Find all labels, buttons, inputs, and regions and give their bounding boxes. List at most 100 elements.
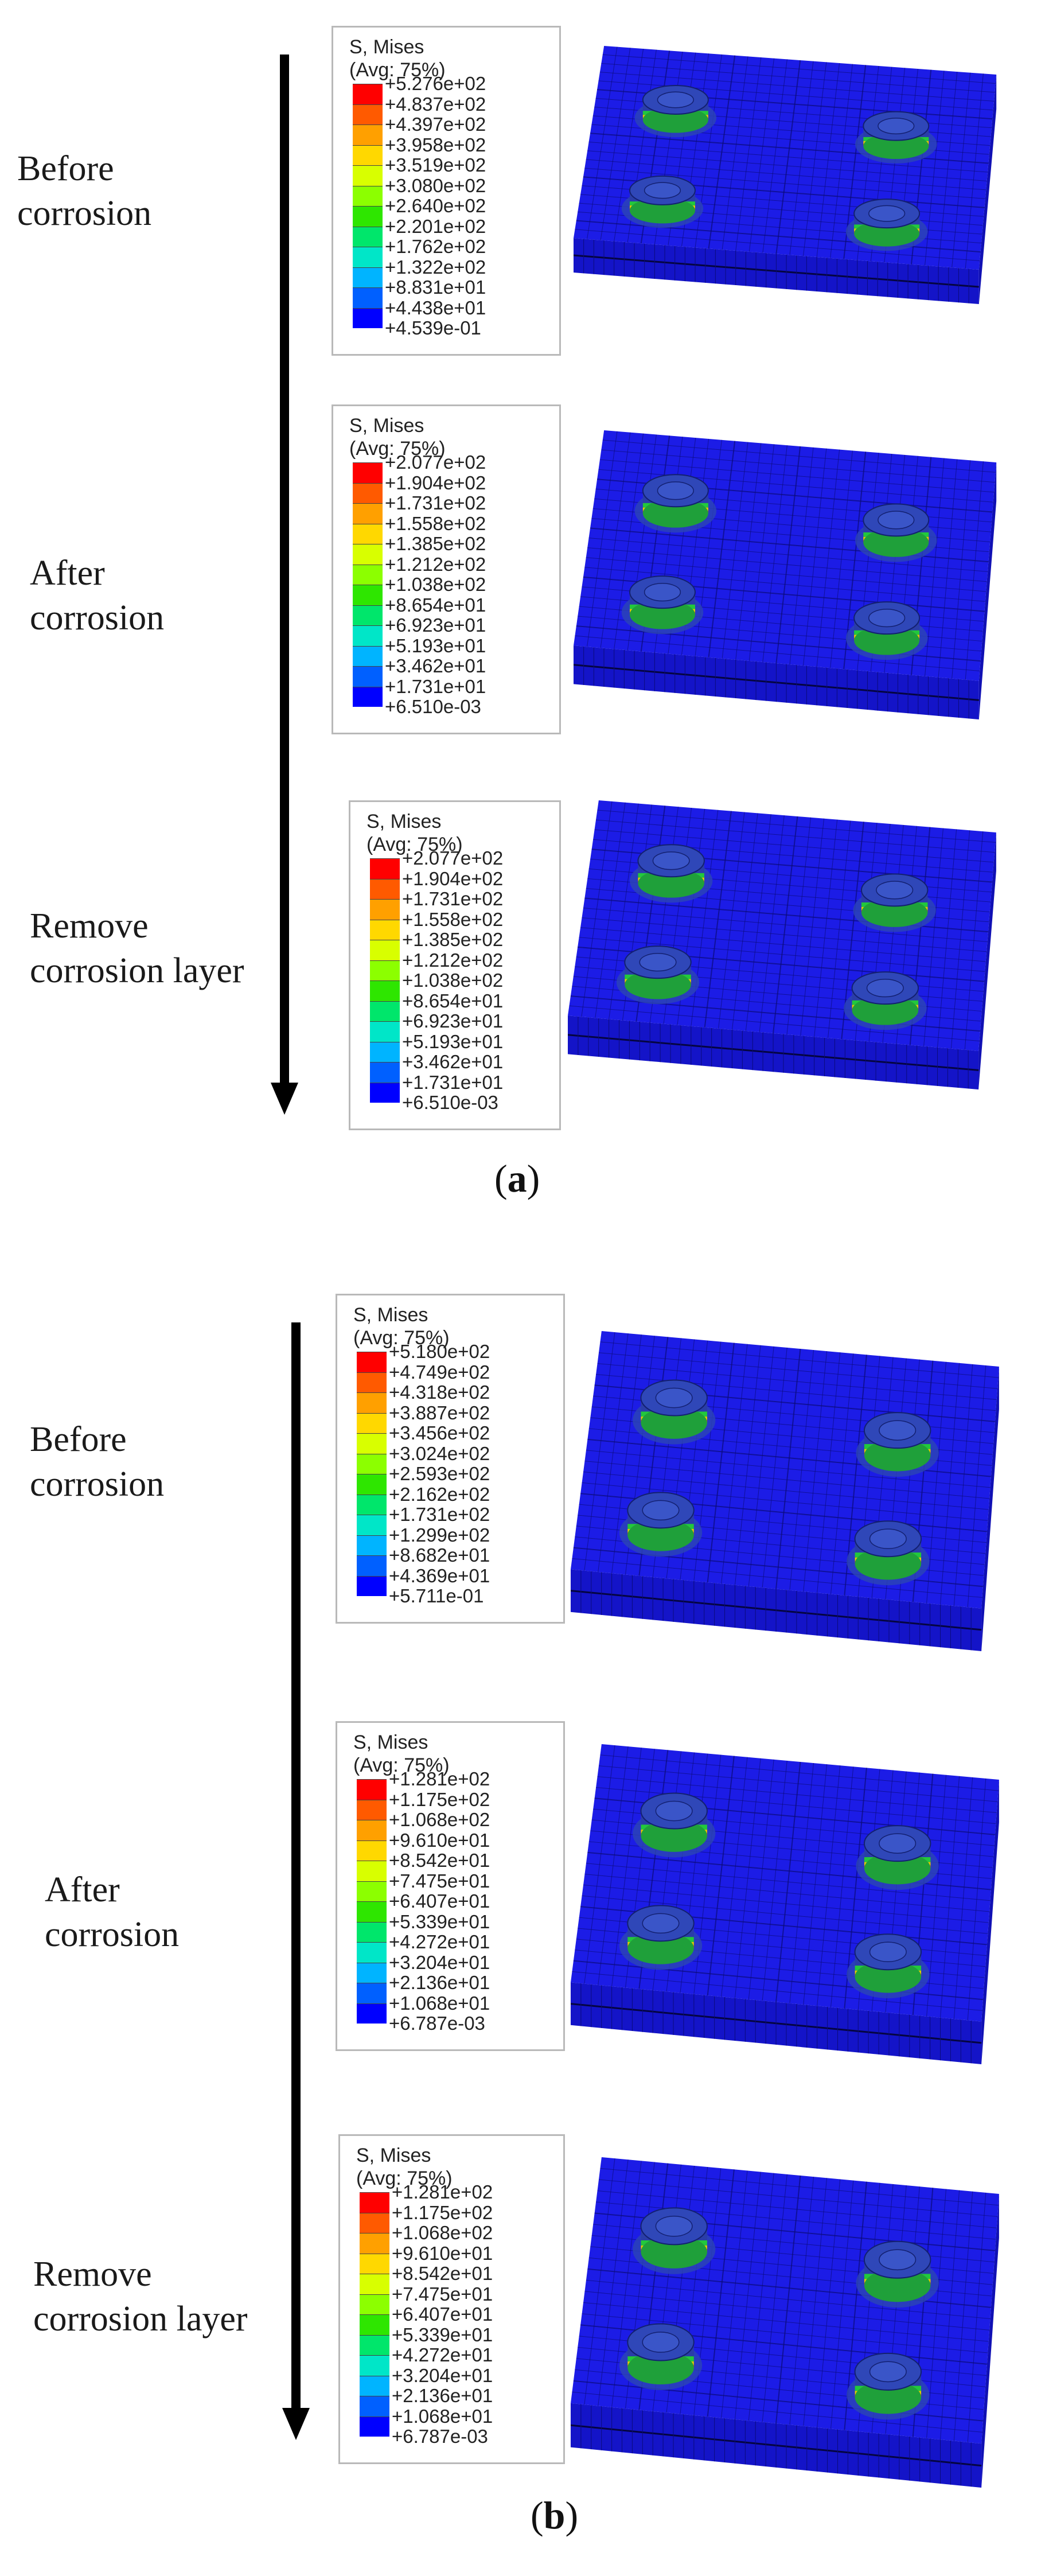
legend-tick-label: +3.204e+01 [392, 2364, 493, 2386]
stage-label: After corrosion [45, 1867, 179, 1957]
legend-tick-label: +3.456e+02 [389, 1422, 490, 1443]
legend-color-swatch [357, 1820, 387, 1840]
legend-tick-label: +1.904e+02 [402, 867, 504, 889]
legend-tick-label: +1.068e+02 [389, 1809, 490, 1830]
legend-color-swatch [353, 206, 383, 227]
stage-label-line: corrosion [45, 1915, 180, 1954]
bolt-head-inner [876, 881, 914, 900]
stage-label-line: corrosion [30, 1465, 165, 1504]
legend-tick-label: +6.407e+01 [392, 2303, 493, 2325]
mesh-line [597, 1363, 997, 1400]
stage-label-line: Before [30, 1420, 127, 1459]
legend-color-swatch [360, 2233, 389, 2254]
mesh-line [587, 547, 987, 582]
legend-tick-label: +1.281e+02 [389, 1768, 490, 1789]
legend-tick-label: +8.542e+01 [389, 1850, 490, 1871]
legend-tick-label: +4.749e+02 [389, 1361, 490, 1383]
mesh-line [572, 2391, 982, 2433]
legend-tick-label: +1.731e+02 [389, 1504, 490, 1525]
legend-color-swatch [357, 1983, 387, 2003]
legend-title: S, Mises (Avg: 75%) [366, 810, 463, 856]
mesh-line [599, 72, 995, 102]
legend-tick-label: +6.510e-03 [402, 1092, 498, 1113]
bolt-base [642, 107, 708, 133]
legend-color-swatch [357, 1779, 387, 1800]
legend-tick-label: +7.475e+01 [389, 1870, 490, 1892]
legend-tick-label: +4.272e+01 [389, 1931, 490, 1952]
mesh-line [576, 220, 981, 253]
stress-legend: S, Mises (Avg: 75%) +5.276e+02 +4.837e+02 +4… [332, 26, 561, 356]
mesh-line [599, 459, 995, 493]
legend-color-swatch [357, 1921, 387, 1942]
stage-label-line: corrosion [30, 598, 165, 637]
bolt-head-inner [868, 205, 906, 222]
stage-label-line: After [30, 554, 105, 593]
legend-color-swatch [370, 1082, 400, 1103]
legend-color-swatch [370, 1062, 400, 1083]
legend-color-swatch [357, 2003, 387, 2024]
legend-color-swatch [357, 1962, 387, 1983]
mesh-line [600, 1754, 999, 1791]
bolt-head-inner [657, 91, 694, 108]
fe-model-view [570, 1744, 1012, 2100]
caption-paren: ) [565, 2493, 579, 2537]
legend-color-swatch [353, 564, 383, 585]
stage-label: Remove corrosion layer [30, 904, 244, 993]
legend-title-line: (Avg: 75%) [349, 59, 446, 81]
mesh-line [601, 63, 995, 93]
legend-color-swatch [357, 1881, 387, 1901]
legend-color-swatch [370, 899, 400, 920]
legend-color-swatch [370, 1021, 400, 1042]
bolt-base [855, 2380, 922, 2414]
legend-color-swatch [360, 2212, 389, 2233]
bolt-base [641, 2235, 707, 2268]
legend-color-swatch [353, 605, 383, 625]
legend-tick-label: +2.162e+02 [389, 1483, 490, 1505]
legend-color-swatch [360, 2355, 389, 2376]
plate-side-face [981, 2194, 999, 2488]
legend-color-swatch [353, 84, 383, 104]
mesh-line [597, 1776, 997, 1813]
legend-color-swatch [360, 2396, 389, 2417]
legend-tick-label: +8.682e+01 [389, 1544, 490, 1566]
mesh-line [584, 567, 985, 602]
mesh-line [584, 1874, 990, 1912]
mesh-line [575, 635, 980, 671]
mesh-line [573, 1547, 983, 1587]
legend-color-swatch [353, 124, 383, 145]
legend-tick-label: +4.837e+02 [385, 93, 486, 115]
legend-tick-label: +5.711e-01 [389, 1585, 484, 1606]
legend-color-swatch [353, 185, 383, 206]
legend-tick-label: +6.787e-03 [389, 2013, 485, 2034]
mesh-line [588, 142, 988, 173]
legend-color-swatch [370, 1001, 400, 1021]
stage-label-line: Remove [33, 2255, 152, 2294]
mesh-line [586, 2279, 991, 2320]
mesh-line [583, 908, 988, 942]
stage-label: Remove corrosion layer [33, 2252, 248, 2341]
bolt-base [863, 528, 929, 557]
process-arrow-shaft [291, 1322, 301, 2412]
legend-color-swatch [353, 645, 383, 666]
mesh-line [584, 1461, 990, 1499]
legend-tick-label: +6.923e+01 [385, 614, 486, 636]
bolt-base [861, 898, 928, 927]
legend-color-swatch [357, 1861, 387, 1881]
legend-tick-label: +1.731e+01 [402, 1071, 504, 1093]
bolt-base [864, 2268, 931, 2302]
legend-tick-label: +9.610e+01 [389, 1829, 490, 1851]
mesh-line [587, 150, 987, 181]
legend-title-line: (Avg: 75%) [353, 1754, 450, 1776]
legend-tick-label: +1.731e+02 [385, 492, 486, 513]
legend-color-swatch [370, 878, 400, 899]
legend-tick-label: +4.397e+02 [385, 114, 486, 135]
fe-model-view [570, 1331, 1012, 1687]
legend-tick-label: +1.762e+02 [385, 236, 486, 257]
mesh-line [570, 995, 980, 1032]
stage-label-line: corrosion layer [33, 2299, 248, 2338]
plate-top-face [571, 1331, 999, 1609]
fe-model [570, 2157, 999, 2488]
plate-top-face [571, 2157, 999, 2444]
mesh-line [596, 1787, 996, 1824]
caption-paren: ( [531, 2493, 544, 2537]
